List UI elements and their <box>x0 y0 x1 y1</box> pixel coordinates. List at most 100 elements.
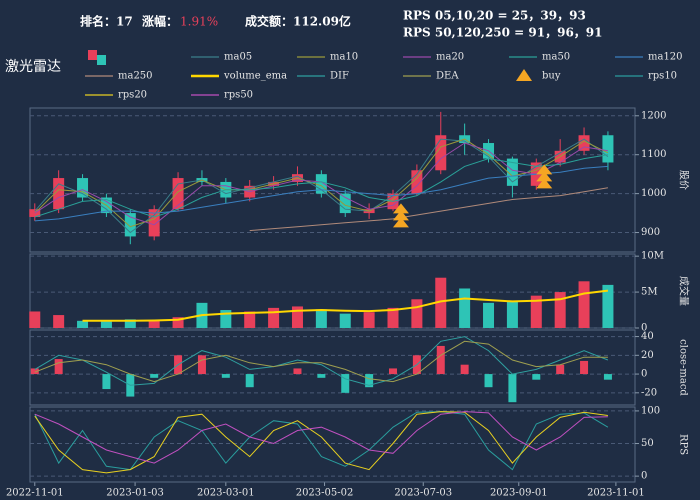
volume-bar <box>483 302 495 328</box>
y-tick-label: 0 <box>641 323 647 334</box>
macd-bar <box>245 374 254 388</box>
volume-bar <box>53 315 65 328</box>
volume-bar <box>77 320 89 328</box>
candle-body <box>578 135 590 151</box>
y-tick-label: 1200 <box>641 110 666 121</box>
macd-bar <box>54 359 63 375</box>
series-line <box>249 187 608 232</box>
x-tick-label: 2023-07-03 <box>394 488 452 499</box>
volume-bar <box>124 319 136 328</box>
panel-frame <box>29 406 636 483</box>
macd-bar <box>436 345 445 375</box>
macd-bar <box>317 374 326 378</box>
y-tick-label: 900 <box>641 227 660 238</box>
legend-label: volume_ema <box>223 71 287 82</box>
volume-bar <box>244 311 256 328</box>
legend-label: rps50 <box>224 90 253 101</box>
rank: 排名：17 <box>80 14 133 29</box>
volume-bar <box>29 311 41 328</box>
macd-bar <box>221 374 230 378</box>
series-line <box>34 165 608 222</box>
legend-label: ma50 <box>542 52 570 63</box>
legend-label: rps10 <box>648 71 677 82</box>
volume-bar <box>459 288 471 328</box>
series-line <box>34 411 609 471</box>
buy-marker <box>536 164 553 189</box>
buy-arrow <box>536 164 553 175</box>
legend-candle-up <box>88 50 97 60</box>
macd-bar <box>341 374 350 393</box>
buy-arrow <box>536 171 553 182</box>
legend-candle-down <box>97 55 106 65</box>
candle-body <box>53 178 65 210</box>
y-axis-label: close-macd <box>678 339 689 396</box>
volume-bar <box>172 317 184 328</box>
y-tick-label: 20 <box>641 350 654 361</box>
series-line <box>82 289 609 322</box>
legend-marker <box>516 69 532 81</box>
y-tick-label: 1100 <box>641 149 666 160</box>
volume-bar <box>602 284 614 328</box>
buy-marker <box>392 203 409 228</box>
y-tick-label: -20 <box>641 387 657 398</box>
chart-title: 激光雷达 <box>5 58 61 75</box>
macd-bar <box>102 374 111 390</box>
candle-body <box>172 178 184 210</box>
rps-long: RPS 50,120,250 = 91，96，91 <box>403 26 603 40</box>
macd-bar <box>197 355 206 375</box>
panel-frame <box>29 253 636 329</box>
rps-short: RPS 05,10,20 = 25，39，93 <box>403 9 586 23</box>
y-axis-label: 成交量 <box>678 276 691 306</box>
legend-label: ma05 <box>224 52 252 63</box>
series-line <box>34 154 608 218</box>
change: 1.91% <box>180 15 218 29</box>
buy-arrow <box>392 210 409 221</box>
volume-bar <box>268 307 280 328</box>
change-label: 涨幅： <box>142 14 178 29</box>
legend-label: ma120 <box>648 52 683 63</box>
macd-bar <box>556 364 565 375</box>
y-tick-label: 10M <box>641 251 664 262</box>
x-tick-label: 2023-11-01 <box>587 488 645 499</box>
volume-bar <box>411 299 423 328</box>
macd-bar <box>460 364 469 375</box>
y-tick-label: 5M <box>641 287 658 298</box>
candle-body <box>315 174 327 194</box>
candle-body <box>602 135 614 163</box>
legend-label: DIF <box>330 71 349 82</box>
volume-bar <box>100 321 112 328</box>
legend-label: ma10 <box>330 52 358 63</box>
macd-bar <box>508 374 517 403</box>
candle-body <box>124 213 136 237</box>
volume-bar <box>291 306 303 328</box>
macd-bar <box>603 374 612 380</box>
candle-body <box>148 209 160 237</box>
y-tick-label: 0 <box>641 369 647 380</box>
turnover: 成交额：112.09亿 <box>245 14 351 29</box>
legend-label: ma250 <box>118 71 153 82</box>
series-line <box>34 340 608 383</box>
panel-frame <box>29 329 636 406</box>
volume-bar <box>363 312 375 328</box>
y-tick-label: 0 <box>641 471 647 482</box>
macd-bar <box>293 368 302 375</box>
legend-label: DEA <box>436 71 459 82</box>
series-line <box>34 411 608 474</box>
series-line <box>34 411 608 464</box>
y-tick-label: 50 <box>641 438 654 449</box>
candle-body <box>411 170 423 194</box>
macd-bar <box>484 374 493 388</box>
x-tick-label: 2023-01-03 <box>106 488 164 499</box>
y-tick-label: 100 <box>641 405 660 416</box>
buy-arrow <box>392 217 409 228</box>
volume-bar <box>506 300 518 328</box>
volume-bar <box>578 281 590 328</box>
y-tick-label: 40 <box>641 331 654 342</box>
macd-bar <box>30 368 39 375</box>
volume-bar <box>148 320 160 328</box>
macd-bar <box>532 374 541 380</box>
panel-frame <box>29 107 636 253</box>
legend-label: rps20 <box>118 90 147 101</box>
series-line <box>34 336 609 386</box>
